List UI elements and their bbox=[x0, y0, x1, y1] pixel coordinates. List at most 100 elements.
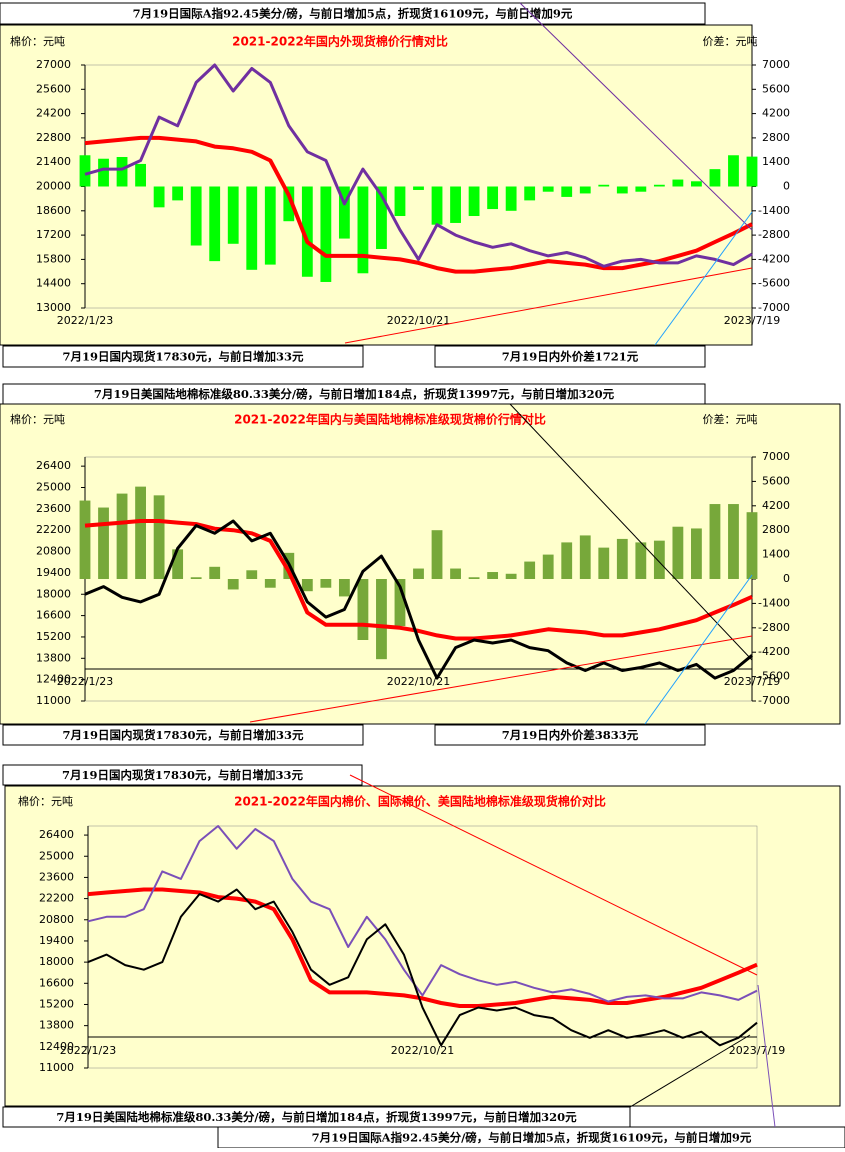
y-tick-label: 15200 bbox=[39, 997, 74, 1010]
diff-bar bbox=[561, 542, 573, 579]
callout-box bbox=[434, 345, 706, 368]
callout-text: 7月19日国际A指92.45美分/磅，与前日增加5点，折现货16109元，与前日… bbox=[312, 1131, 752, 1145]
title: 2021-2022年国内棉价、国际棉价、美国陆地棉标准级现货棉价对比 bbox=[234, 794, 606, 809]
diff-bar bbox=[98, 158, 109, 187]
y2-tick-label: 7000 bbox=[762, 450, 790, 463]
diff-bar bbox=[505, 186, 517, 211]
arrow bbox=[349, 774, 758, 976]
y2-tick-label: -5600 bbox=[758, 670, 790, 683]
y2-tick-label: 7000 bbox=[762, 58, 790, 71]
y-tick-label: 11000 bbox=[36, 694, 71, 707]
diff-bar bbox=[431, 186, 443, 225]
callout: 7月19日国内现货17830元，与前日增加33元 bbox=[2, 764, 363, 786]
diff-bar bbox=[598, 547, 610, 579]
callout-box bbox=[434, 724, 706, 746]
callout-box bbox=[2, 724, 364, 746]
y-tick-label: 25000 bbox=[39, 849, 74, 862]
arrow bbox=[654, 211, 753, 346]
callout: 7月19日国内现货17830元，与前日增加33元 bbox=[2, 724, 364, 746]
y-tick-label: 22200 bbox=[36, 523, 71, 536]
diff-bar bbox=[357, 579, 369, 640]
x-tick-label: 2022/1/23 bbox=[57, 314, 113, 327]
diff-bar bbox=[338, 579, 350, 597]
diff-bar bbox=[98, 507, 109, 579]
arrow bbox=[519, 2, 753, 231]
callout-text: 7月19日美国陆地棉标准级80.33美分/磅，与前日增加184点，折现货1399… bbox=[56, 1110, 577, 1124]
diff-bar bbox=[246, 186, 258, 270]
diff-bar bbox=[728, 155, 739, 187]
y-tick-label: 12400 bbox=[36, 673, 71, 686]
price-line bbox=[84, 63, 753, 268]
callout-box bbox=[2, 383, 706, 405]
y-tick-label: 25600 bbox=[36, 82, 71, 95]
diff-bar bbox=[487, 572, 499, 579]
chart-2: 2021-2022年国内棉价、国际棉价、美国陆地棉标准级现货棉价对比 棉价：元吨 1… bbox=[2, 764, 845, 1149]
price-line bbox=[84, 135, 753, 274]
diff-bar bbox=[653, 184, 665, 187]
diff-bar bbox=[450, 568, 461, 579]
y-tick-label: 22200 bbox=[39, 892, 74, 905]
diff-bar bbox=[394, 579, 406, 627]
x-tick-label: 2022/10/21 bbox=[387, 314, 450, 327]
diff-bar bbox=[561, 186, 573, 197]
y2-tick-label: 0 bbox=[783, 572, 790, 585]
arrow bbox=[509, 403, 753, 661]
y2-tick-label: 0 bbox=[783, 180, 790, 193]
callout-text: 7月19日内外价差1721元 bbox=[502, 350, 639, 364]
diff-bar bbox=[746, 512, 758, 579]
callout: 7月19日内外价差3833元 bbox=[434, 724, 706, 746]
diff-bar bbox=[135, 486, 146, 579]
diff-bar bbox=[227, 579, 239, 590]
callout-text: 7月19日国际A指92.45美分/磅，与前日增加5点，折现货16109元，与前日… bbox=[133, 7, 573, 21]
diff-bar bbox=[691, 181, 702, 187]
y-tick-label: 24200 bbox=[36, 107, 71, 120]
x-tick-label: 2023/7/19 bbox=[724, 314, 780, 327]
diff-bar bbox=[635, 542, 647, 579]
diff-bar bbox=[524, 186, 536, 201]
diff-bar bbox=[116, 493, 128, 579]
diff-bar bbox=[542, 554, 554, 579]
diff-bar bbox=[209, 186, 221, 262]
diff-bar bbox=[320, 579, 332, 588]
chart-0: 2021-2022年国内外现货棉价行情对比 棉价：元吨 价差：元吨 13000 1440… bbox=[0, 2, 790, 368]
y2-tick-label: 5600 bbox=[762, 474, 790, 487]
y-tick-label: 13000 bbox=[36, 301, 71, 314]
y-tick-label: 15200 bbox=[36, 630, 71, 643]
diff-bar bbox=[672, 526, 684, 579]
y2-axis-label: 价差：元吨 bbox=[703, 34, 758, 48]
y-tick-label: 20000 bbox=[36, 180, 71, 193]
diff-bar bbox=[616, 538, 628, 579]
diff-bar bbox=[376, 579, 387, 660]
arrow bbox=[757, 984, 776, 1128]
diff-bar bbox=[505, 573, 517, 579]
diff-bar bbox=[301, 579, 313, 592]
diff-bar bbox=[598, 184, 610, 187]
y2-tick-label: -2800 bbox=[758, 228, 790, 241]
y2-tick-label: -4200 bbox=[758, 252, 790, 265]
price-line bbox=[87, 888, 758, 1047]
y-tick-label: 16600 bbox=[36, 609, 71, 622]
y-tick-label: 23600 bbox=[36, 502, 71, 515]
y-tick-label: 12400 bbox=[39, 1040, 74, 1053]
y-axis-label: 棉价：元吨 bbox=[10, 34, 65, 48]
x-tick-label: 2022/10/21 bbox=[391, 1044, 454, 1057]
y2-tick-label: 1400 bbox=[762, 548, 790, 561]
callout-box bbox=[2, 345, 364, 368]
callout: 7月19日美国陆地棉标准级80.33美分/磅，与前日增加184点，折现货1399… bbox=[2, 1106, 631, 1128]
y-tick-label: 22800 bbox=[36, 131, 71, 144]
y2-tick-label: -1400 bbox=[758, 204, 790, 217]
diff-bar bbox=[579, 186, 591, 194]
diff-bar bbox=[468, 186, 480, 217]
y-tick-label: 26400 bbox=[36, 459, 71, 472]
diff-bar bbox=[394, 186, 406, 217]
y-tick-label: 11000 bbox=[39, 1061, 74, 1074]
y2-tick-label: 4200 bbox=[762, 107, 790, 120]
y2-tick-label: 5600 bbox=[762, 82, 790, 95]
diff-bar bbox=[246, 570, 258, 579]
callout-text: 7月19日国内现货17830元，与前日增加33元 bbox=[62, 350, 304, 364]
arrow bbox=[644, 574, 753, 725]
y-tick-label: 20800 bbox=[39, 913, 74, 926]
diff-bar bbox=[338, 186, 350, 239]
y2-tick-label: 4200 bbox=[762, 499, 790, 512]
